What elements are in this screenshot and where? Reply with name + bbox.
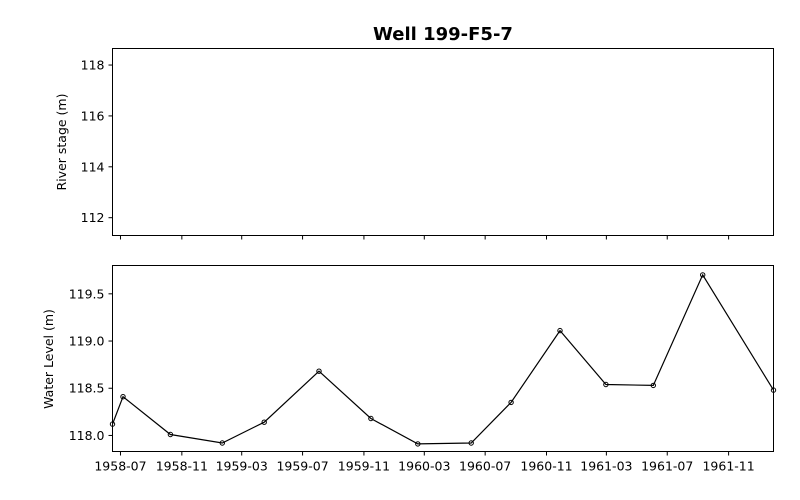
water-level-point <box>468 440 474 446</box>
water-level-point <box>700 272 706 278</box>
water-level-x-tick-label: 1961-11 <box>702 459 754 474</box>
river-stage-axes: 112 114 116 118 River stage (m) <box>54 48 774 240</box>
water-level-point <box>508 399 514 406</box>
water-level-y-label: Water Level (m) <box>41 309 56 409</box>
river-stage-y-label: River stage (m) <box>54 94 69 191</box>
water-level-y-tick-label: 119.5 <box>69 286 105 301</box>
water-level-x-tick-label: 1959-03 <box>216 459 268 474</box>
water-level-x-tick-label: 1960-03 <box>398 459 450 474</box>
river-stage-y-tick-label: 112 <box>81 210 105 225</box>
water-level-y-ticks: 118.0 118.5 119.0 119.5 <box>69 286 113 443</box>
water-level-series <box>109 272 777 447</box>
water-level-y-tick-label: 118.5 <box>69 381 105 396</box>
water-level-point <box>316 368 322 374</box>
water-level-x-tick-label: 1961-07 <box>641 459 693 474</box>
water-level-line <box>111 273 775 445</box>
river-stage-y-ticks: 112 114 116 118 <box>81 58 113 225</box>
water-level-point <box>120 394 126 400</box>
water-level-x-ticks: 1958-07 1958-11 1959-03 1959-07 1959-11 1960-… <box>94 451 755 474</box>
river-stage-y-tick-label: 116 <box>81 108 105 123</box>
water-level-point <box>219 440 226 446</box>
water-level-axes: 118.0 118.5 119.0 119.5 1958-07 1958-11 1959-… <box>41 265 777 474</box>
river-stage-plot-frame <box>112 48 774 236</box>
water-level-point <box>557 327 563 334</box>
water-level-x-tick-label: 1960-07 <box>459 459 511 474</box>
water-level-y-tick-label: 118.0 <box>69 428 105 443</box>
water-level-point <box>650 382 656 389</box>
water-level-x-tick-label: 1960-11 <box>520 459 572 474</box>
river-stage-y-tick-label: 118 <box>81 58 105 73</box>
water-level-y-tick-label: 119.0 <box>69 334 105 349</box>
river-stage-x-ticks <box>119 235 730 240</box>
water-level-point <box>603 381 609 388</box>
water-level-point <box>167 431 174 438</box>
water-level-point <box>770 387 777 393</box>
water-level-plot-frame <box>112 265 774 452</box>
water-level-x-tick-label: 1959-11 <box>338 459 390 474</box>
water-level-x-tick-label: 1959-07 <box>276 459 328 474</box>
water-level-point <box>415 441 421 447</box>
river-stage-y-tick-label: 114 <box>81 159 105 174</box>
water-level-x-tick-label: 1961-03 <box>580 459 632 474</box>
water-level-point <box>261 419 267 425</box>
water-level-point <box>109 421 116 427</box>
chart-title: Well 199-F5-7 <box>373 24 513 45</box>
water-level-point <box>368 415 374 422</box>
water-level-x-tick-label: 1958-11 <box>156 459 208 474</box>
water-level-x-tick-label: 1958-07 <box>94 459 146 474</box>
